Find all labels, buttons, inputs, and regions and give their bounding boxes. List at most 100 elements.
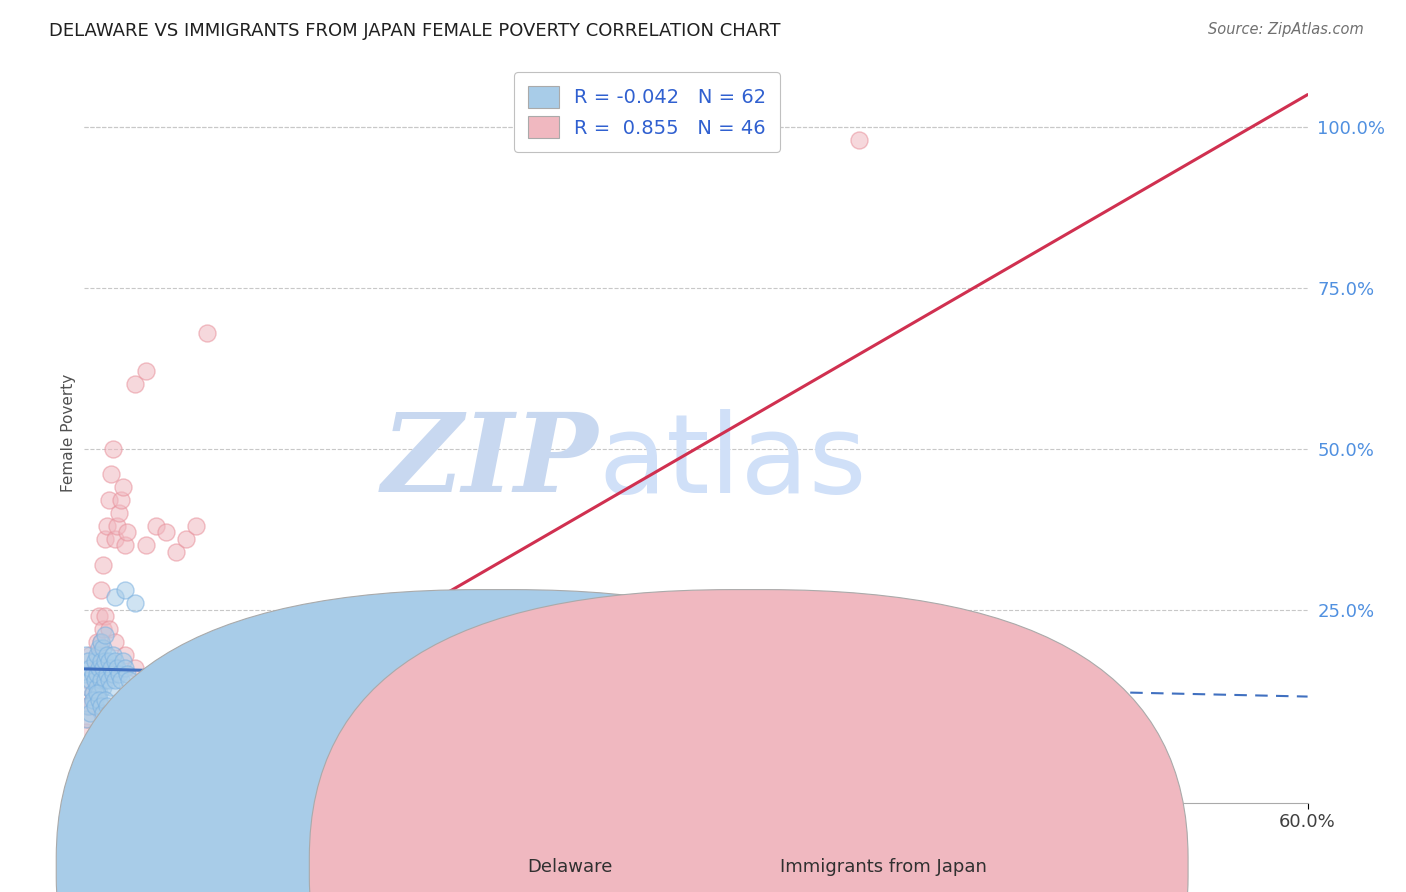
Point xyxy=(135,364,157,378)
Point xyxy=(93,654,115,668)
Legend: R = -0.042   N = 62, R =  0.855   N = 46: R = -0.042 N = 62, R = 0.855 N = 46 xyxy=(515,72,780,152)
Point xyxy=(93,609,115,624)
Point xyxy=(93,532,115,546)
Text: atlas: atlas xyxy=(598,409,866,516)
Point xyxy=(105,519,128,533)
Point xyxy=(174,532,197,546)
Point xyxy=(96,699,118,714)
Text: DELAWARE VS IMMIGRANTS FROM JAPAN FEMALE POVERTY CORRELATION CHART: DELAWARE VS IMMIGRANTS FROM JAPAN FEMALE… xyxy=(49,22,780,40)
Point xyxy=(83,654,105,668)
Point xyxy=(77,673,100,688)
Point xyxy=(86,648,108,662)
Point xyxy=(124,377,146,392)
Point xyxy=(86,667,108,681)
Point xyxy=(97,654,120,668)
Point xyxy=(145,519,167,533)
Point xyxy=(93,693,115,707)
Point xyxy=(155,525,177,540)
Point xyxy=(87,686,110,700)
Point xyxy=(100,680,122,694)
Text: ZIP: ZIP xyxy=(381,409,598,516)
Point xyxy=(108,667,131,681)
Point xyxy=(82,686,104,700)
Point xyxy=(112,480,135,494)
Point xyxy=(91,622,114,636)
Point xyxy=(112,654,135,668)
Point xyxy=(86,686,108,700)
Point xyxy=(91,641,114,656)
Point xyxy=(93,628,115,642)
Point xyxy=(86,660,108,674)
Point xyxy=(118,673,141,688)
Point xyxy=(77,654,100,668)
Point xyxy=(91,706,114,720)
Point xyxy=(124,680,146,694)
Point xyxy=(96,667,118,681)
Point xyxy=(77,712,100,726)
Point xyxy=(87,693,110,707)
Point xyxy=(83,693,105,707)
Point xyxy=(75,667,97,681)
Point xyxy=(101,442,124,456)
Point xyxy=(165,545,187,559)
Point xyxy=(90,583,112,598)
Point xyxy=(87,648,110,662)
Point xyxy=(79,673,101,688)
Point xyxy=(90,654,112,668)
Point xyxy=(110,493,132,508)
Point xyxy=(97,673,120,688)
Text: Source: ZipAtlas.com: Source: ZipAtlas.com xyxy=(1208,22,1364,37)
Point xyxy=(86,635,108,649)
Point xyxy=(114,731,136,746)
Point xyxy=(135,673,157,688)
Point xyxy=(96,519,118,533)
Point xyxy=(77,680,100,694)
Point xyxy=(97,493,120,508)
Point xyxy=(115,667,138,681)
Point xyxy=(83,660,105,674)
Point xyxy=(135,731,157,746)
Point xyxy=(104,590,127,604)
Point xyxy=(108,506,131,520)
Point xyxy=(114,583,136,598)
Point xyxy=(75,712,97,726)
Point xyxy=(87,641,110,656)
Point xyxy=(87,660,110,674)
Point xyxy=(97,706,120,720)
Point xyxy=(114,538,136,552)
Point xyxy=(82,686,104,700)
Point xyxy=(105,660,128,674)
Point xyxy=(90,699,112,714)
Point xyxy=(91,558,114,572)
Point xyxy=(79,699,101,714)
Point xyxy=(79,648,101,662)
Point xyxy=(90,635,112,649)
Point xyxy=(115,525,138,540)
Point xyxy=(124,660,146,674)
Point xyxy=(75,699,97,714)
Point xyxy=(104,532,127,546)
Point xyxy=(100,660,122,674)
Point xyxy=(114,648,136,662)
Point xyxy=(155,750,177,764)
Point xyxy=(104,635,127,649)
Point xyxy=(104,654,127,668)
Point xyxy=(75,648,97,662)
Point xyxy=(96,648,118,662)
Point xyxy=(101,667,124,681)
Point xyxy=(75,725,97,739)
Text: Immigrants from Japan: Immigrants from Japan xyxy=(780,858,987,876)
Point xyxy=(91,660,114,674)
Point xyxy=(82,667,104,681)
Point xyxy=(87,609,110,624)
Point xyxy=(79,660,101,674)
Point xyxy=(83,673,105,688)
Point xyxy=(90,673,112,688)
Point xyxy=(186,519,208,533)
Point xyxy=(110,673,132,688)
Point xyxy=(79,706,101,720)
Point xyxy=(91,680,114,694)
Point xyxy=(114,660,136,674)
Point xyxy=(101,648,124,662)
Point xyxy=(77,699,100,714)
